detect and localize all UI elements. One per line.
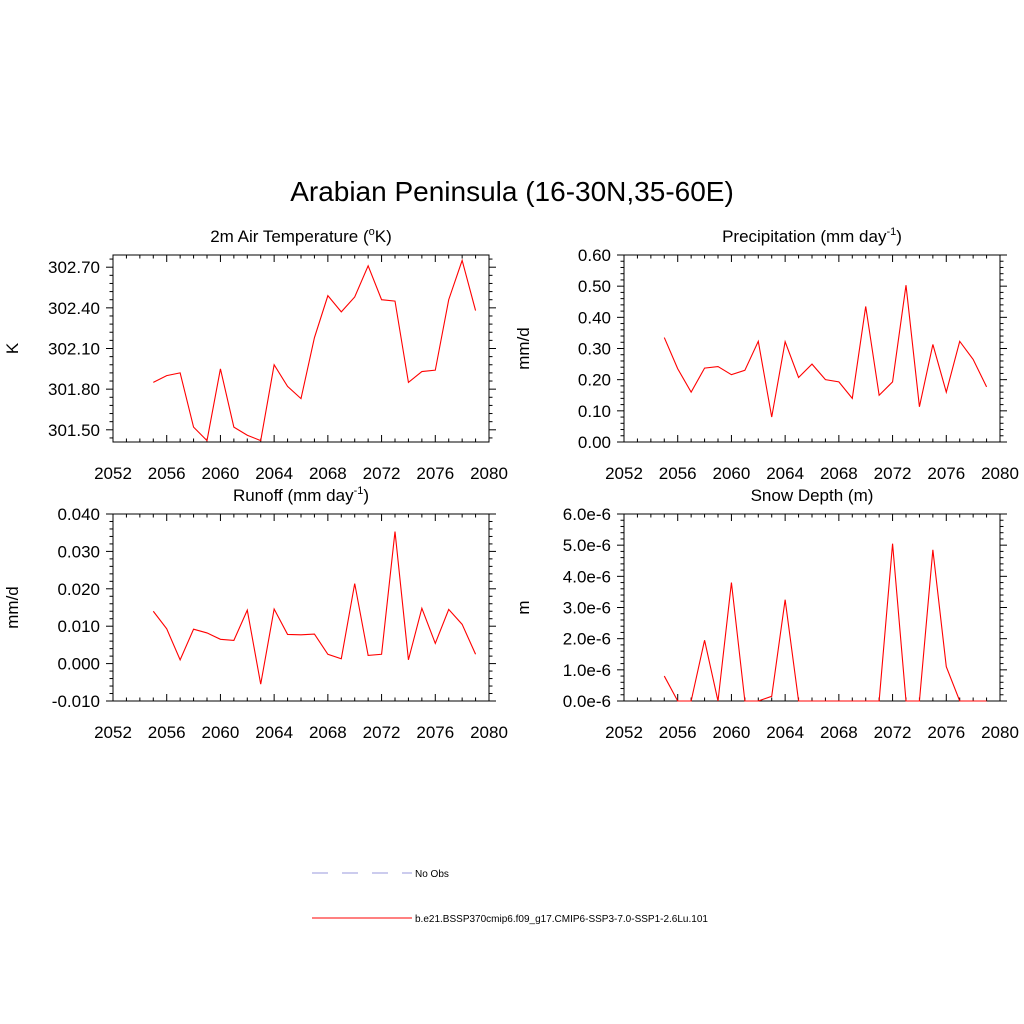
y-tick-label: 301.80	[48, 380, 100, 399]
y-axis-label: K	[3, 342, 22, 354]
panel-title: Precipitation (mm day-1)	[722, 226, 902, 246]
x-tick-label: 2068	[820, 464, 858, 483]
x-tick-label: 2068	[309, 464, 347, 483]
x-tick-label: 2052	[94, 464, 132, 483]
x-tick-label: 2076	[927, 723, 965, 742]
x-tick-label: 2056	[659, 464, 697, 483]
panels: 2052 2056 2060 2064 2068 2072 2076 2080 301.50 30…	[3, 226, 1019, 742]
series-line	[153, 258, 477, 442]
y-axis-label: mm/d	[514, 327, 533, 370]
panel-title: 2m Air Temperature (oK)	[210, 226, 392, 246]
y-tick-label: 0.00	[578, 433, 611, 452]
y-tick-label: 302.70	[48, 258, 100, 277]
y-tick-label: 302.40	[48, 299, 100, 318]
y-tick-label: 0.30	[578, 340, 611, 359]
x-tick-label: 2076	[416, 464, 454, 483]
x-tick-label: 2060	[202, 723, 240, 742]
panel-title: Runoff (mm day-1)	[233, 485, 369, 505]
y-tick-label: 0.030	[57, 542, 100, 561]
x-tick-label: 2076	[416, 723, 454, 742]
y-tick-label: 0.0e-6	[563, 692, 611, 711]
y-tick-label: 1.0e-6	[563, 661, 611, 680]
y-tick-label: 0.010	[57, 617, 100, 636]
plot-frame	[623, 254, 1001, 443]
x-tick-label: 2060	[713, 464, 751, 483]
y-tick-label: 0.040	[57, 505, 100, 524]
x-tick-label: 2068	[309, 723, 347, 742]
y-tick-label: 3.0e-6	[563, 599, 611, 618]
x-tick-label: 2052	[605, 464, 643, 483]
x-tick-label: 2056	[148, 464, 186, 483]
y-axis-label: m	[514, 600, 533, 614]
y-tick-label: 0.20	[578, 371, 611, 390]
x-tick-label: 2064	[255, 464, 293, 483]
x-tick-label: 2052	[605, 723, 643, 742]
x-tick-label: 2080	[470, 464, 508, 483]
x-tick-label: 2072	[874, 723, 912, 742]
x-tick-label: 2072	[363, 464, 401, 483]
panel-4: 2052 2056 2060 2064 2068 2072 2076 2080 0.0e-6 1.…	[514, 486, 1019, 742]
y-tick-label: 0.50	[578, 277, 611, 296]
plot-frame	[112, 513, 490, 702]
legend: No Obs b.e21.BSSP370cmip6.f09_g17.CMIP6-S…	[312, 869, 708, 925]
x-tick-label: 2056	[659, 723, 697, 742]
legend-label-no-obs: No Obs	[415, 869, 449, 880]
y-tick-label: 301.50	[48, 421, 100, 440]
x-tick-label: 2056	[148, 723, 186, 742]
x-tick-label: 2068	[820, 723, 858, 742]
x-tick-label: 2080	[981, 464, 1019, 483]
x-tick-label: 2060	[202, 464, 240, 483]
x-tick-label: 2064	[766, 464, 804, 483]
series-line	[152, 531, 477, 685]
y-tick-label: 0.020	[57, 580, 100, 599]
panel-1: 2052 2056 2060 2064 2068 2072 2076 2080 301.50 30…	[3, 226, 508, 483]
y-tick-label: 0.40	[578, 308, 611, 327]
figure-title: Arabian Peninsula (16-30N,35-60E)	[290, 176, 734, 207]
x-tick-label: 2076	[927, 464, 965, 483]
x-tick-label: 2072	[363, 723, 401, 742]
x-tick-label: 2072	[874, 464, 912, 483]
panel-2: 2052 2056 2060 2064 2068 2072 2076 2080 0.00 0.10…	[514, 226, 1019, 483]
panel-title: Snow Depth (m)	[751, 486, 874, 505]
x-tick-label: 2064	[766, 723, 804, 742]
series-line	[663, 285, 988, 418]
y-axis-label: mm/d	[3, 586, 22, 629]
plot-frame	[623, 513, 1001, 702]
y-tick-label: 6.0e-6	[563, 505, 611, 524]
series-line	[663, 543, 987, 702]
x-tick-label: 2080	[981, 723, 1019, 742]
y-tick-label: 0.10	[578, 402, 611, 421]
y-tick-label: 4.0e-6	[563, 567, 611, 586]
x-tick-label: 2052	[94, 723, 132, 742]
y-tick-label: 0.60	[578, 246, 611, 265]
legend-label-model: b.e21.BSSP370cmip6.f09_g17.CMIP6-SSP3-7.…	[415, 914, 708, 925]
y-tick-label: 2.0e-6	[563, 630, 611, 649]
panel-3: 2052 2056 2060 2064 2068 2072 2076 2080 -0.010 0.…	[3, 485, 508, 742]
x-tick-label: 2064	[255, 723, 293, 742]
y-tick-label: 5.0e-6	[563, 536, 611, 555]
plot-frame	[112, 254, 490, 443]
y-tick-label: 302.10	[48, 340, 100, 359]
y-tick-label: -0.010	[52, 692, 100, 711]
x-tick-label: 2080	[470, 723, 508, 742]
y-tick-label: 0.000	[57, 655, 100, 674]
x-tick-label: 2060	[713, 723, 751, 742]
